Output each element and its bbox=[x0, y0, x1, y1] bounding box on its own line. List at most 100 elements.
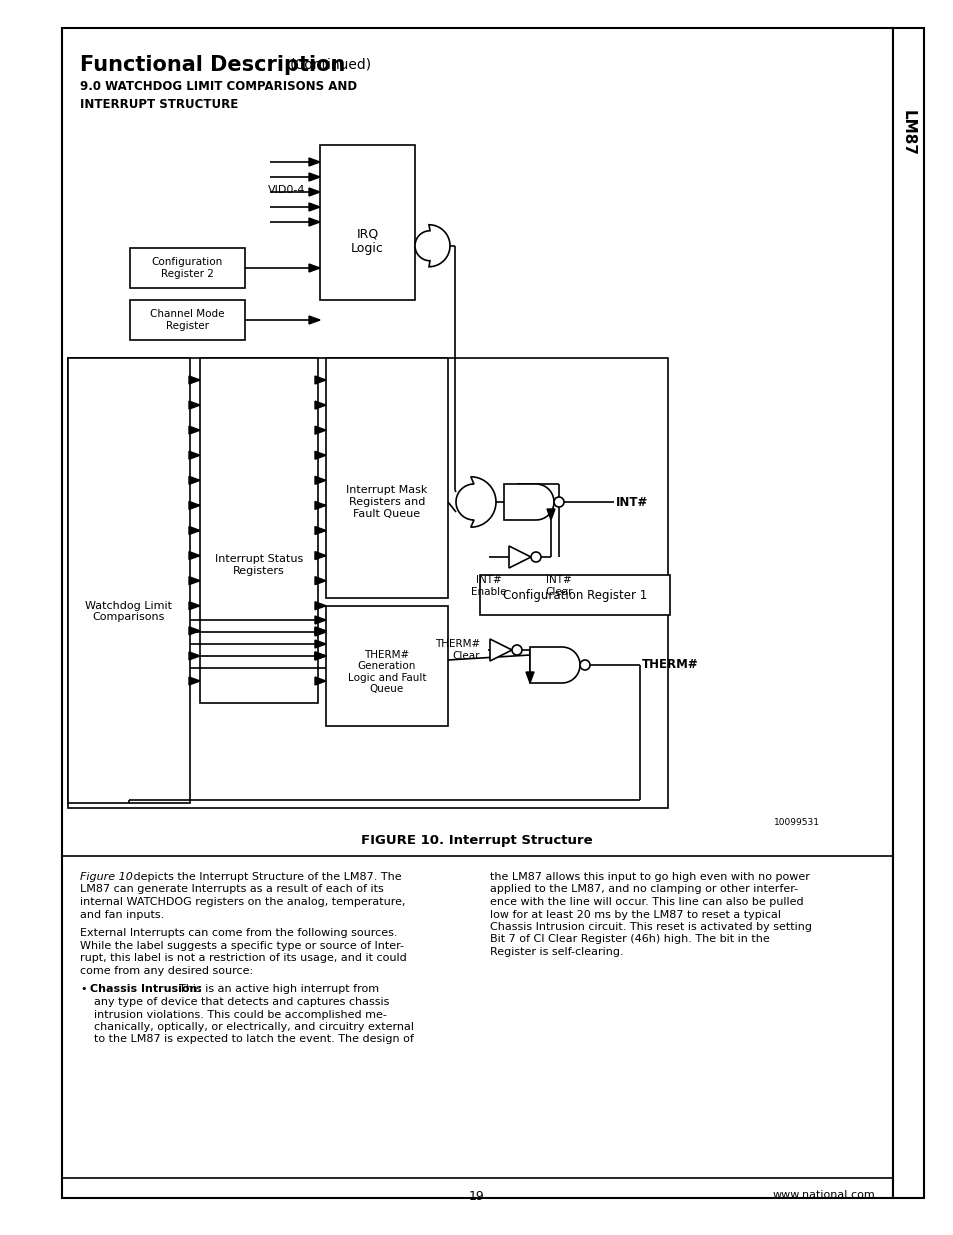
Text: come from any desired source:: come from any desired source: bbox=[80, 966, 253, 976]
Text: Channel Mode
Register: Channel Mode Register bbox=[150, 309, 225, 331]
Text: FIGURE 10. Interrupt Structure: FIGURE 10. Interrupt Structure bbox=[361, 834, 592, 847]
Text: Functional Description: Functional Description bbox=[80, 56, 345, 75]
Text: INT#: INT# bbox=[616, 495, 648, 509]
Text: depicts the Interrupt Structure of the LM87. The: depicts the Interrupt Structure of the L… bbox=[130, 872, 401, 882]
Bar bbox=[892, 28, 923, 1198]
Polygon shape bbox=[189, 375, 200, 384]
Text: THERM#
Generation
Logic and Fault
Queue: THERM# Generation Logic and Fault Queue bbox=[348, 650, 426, 694]
Text: intrusion violations. This could be accomplished me-: intrusion violations. This could be acco… bbox=[80, 1009, 387, 1020]
Polygon shape bbox=[309, 203, 319, 211]
Text: internal WATCHDOG registers on the analog, temperature,: internal WATCHDOG registers on the analo… bbox=[80, 897, 405, 906]
Text: Chassis Intrusion:: Chassis Intrusion: bbox=[90, 984, 202, 994]
Text: THERM#
Clear: THERM# Clear bbox=[435, 640, 479, 661]
Text: 19: 19 bbox=[469, 1191, 484, 1203]
Polygon shape bbox=[546, 509, 555, 520]
Text: 10099531: 10099531 bbox=[773, 818, 820, 827]
Bar bbox=[326, 358, 448, 598]
Polygon shape bbox=[415, 225, 450, 267]
Text: to the LM87 is expected to latch the event. The design of: to the LM87 is expected to latch the eve… bbox=[80, 1035, 414, 1045]
Polygon shape bbox=[530, 647, 579, 683]
Bar bbox=[479, 576, 669, 615]
Polygon shape bbox=[309, 158, 319, 165]
Polygon shape bbox=[309, 264, 319, 272]
Polygon shape bbox=[189, 451, 200, 459]
Polygon shape bbox=[490, 638, 512, 661]
Circle shape bbox=[554, 496, 563, 508]
Polygon shape bbox=[189, 401, 200, 409]
Text: (Continued): (Continued) bbox=[290, 57, 372, 70]
Polygon shape bbox=[309, 219, 319, 226]
Bar bbox=[200, 358, 317, 703]
Polygon shape bbox=[309, 173, 319, 182]
Text: applied to the LM87, and no clamping or other interfer-: applied to the LM87, and no clamping or … bbox=[490, 884, 798, 894]
Polygon shape bbox=[314, 526, 326, 535]
Bar bbox=[68, 358, 667, 808]
Text: low for at least 20 ms by the LM87 to reset a typical: low for at least 20 ms by the LM87 to re… bbox=[490, 909, 781, 920]
Polygon shape bbox=[503, 484, 554, 520]
Text: any type of device that detects and captures chassis: any type of device that detects and capt… bbox=[80, 997, 389, 1007]
Polygon shape bbox=[189, 601, 200, 610]
Text: ence with the line will occur. This line can also be pulled: ence with the line will occur. This line… bbox=[490, 897, 802, 906]
Polygon shape bbox=[314, 401, 326, 409]
Text: INT#
Enable: INT# Enable bbox=[471, 576, 506, 597]
Bar bbox=[68, 358, 190, 803]
Polygon shape bbox=[189, 677, 200, 685]
Polygon shape bbox=[314, 426, 326, 435]
Polygon shape bbox=[314, 677, 326, 685]
Text: This is an active high interrupt from: This is an active high interrupt from bbox=[172, 984, 378, 994]
Circle shape bbox=[512, 645, 521, 655]
Text: LM87: LM87 bbox=[900, 110, 915, 156]
Text: Bit 7 of CI Clear Register (46h) high. The bit in the: Bit 7 of CI Clear Register (46h) high. T… bbox=[490, 935, 769, 945]
Text: Configuration
Register 2: Configuration Register 2 bbox=[152, 257, 223, 279]
Polygon shape bbox=[314, 451, 326, 459]
Polygon shape bbox=[309, 188, 319, 196]
Polygon shape bbox=[189, 526, 200, 535]
Polygon shape bbox=[314, 652, 326, 659]
Bar bbox=[319, 144, 415, 300]
Text: Figure 10: Figure 10 bbox=[80, 872, 132, 882]
Text: •: • bbox=[80, 984, 87, 994]
Text: Register is self-clearing.: Register is self-clearing. bbox=[490, 947, 623, 957]
Text: External Interrupts can come from the following sources.: External Interrupts can come from the fo… bbox=[80, 929, 397, 939]
Polygon shape bbox=[314, 477, 326, 484]
Polygon shape bbox=[314, 501, 326, 509]
Text: 9.0 WATCHDOG LIMIT COMPARISONS AND
INTERRUPT STRUCTURE: 9.0 WATCHDOG LIMIT COMPARISONS AND INTER… bbox=[80, 80, 356, 111]
Text: rupt, this label is not a restriction of its usage, and it could: rupt, this label is not a restriction of… bbox=[80, 953, 406, 963]
Text: Configuration Register 1: Configuration Register 1 bbox=[502, 589, 646, 601]
Text: Chassis Intrusion circuit. This reset is activated by setting: Chassis Intrusion circuit. This reset is… bbox=[490, 923, 811, 932]
Text: Interrupt Mask
Registers and
Fault Queue: Interrupt Mask Registers and Fault Queue bbox=[346, 485, 427, 519]
Text: While the label suggests a specific type or source of Inter-: While the label suggests a specific type… bbox=[80, 941, 403, 951]
Text: chanically, optically, or electrically, and circuitry external: chanically, optically, or electrically, … bbox=[80, 1023, 414, 1032]
Polygon shape bbox=[309, 316, 319, 324]
Bar bbox=[130, 300, 245, 340]
Polygon shape bbox=[525, 672, 534, 683]
Polygon shape bbox=[189, 477, 200, 484]
Polygon shape bbox=[189, 501, 200, 509]
Polygon shape bbox=[314, 629, 326, 636]
Polygon shape bbox=[456, 477, 496, 527]
Text: INT#
Clear: INT# Clear bbox=[545, 576, 572, 597]
Text: and fan inputs.: and fan inputs. bbox=[80, 909, 164, 920]
Polygon shape bbox=[509, 546, 531, 568]
Text: the LM87 allows this input to go high even with no power: the LM87 allows this input to go high ev… bbox=[490, 872, 809, 882]
Polygon shape bbox=[314, 552, 326, 559]
Polygon shape bbox=[189, 652, 200, 659]
Polygon shape bbox=[189, 426, 200, 435]
Circle shape bbox=[531, 552, 540, 562]
Text: THERM#: THERM# bbox=[641, 658, 698, 672]
Polygon shape bbox=[189, 577, 200, 584]
Text: VID0-4: VID0-4 bbox=[267, 185, 305, 195]
Text: LM87 can generate Interrupts as a result of each of its: LM87 can generate Interrupts as a result… bbox=[80, 884, 383, 894]
Polygon shape bbox=[189, 627, 200, 635]
Polygon shape bbox=[189, 552, 200, 559]
Bar bbox=[130, 248, 245, 288]
Text: Interrupt Status
Registers: Interrupt Status Registers bbox=[214, 555, 303, 576]
Bar bbox=[326, 606, 448, 726]
Polygon shape bbox=[314, 375, 326, 384]
Text: IRQ
Logic: IRQ Logic bbox=[351, 227, 383, 256]
Polygon shape bbox=[314, 577, 326, 584]
Text: Watchdog Limit
Comparisons: Watchdog Limit Comparisons bbox=[86, 601, 172, 622]
Polygon shape bbox=[314, 627, 326, 635]
Polygon shape bbox=[314, 616, 326, 624]
Bar bbox=[62, 28, 892, 1198]
